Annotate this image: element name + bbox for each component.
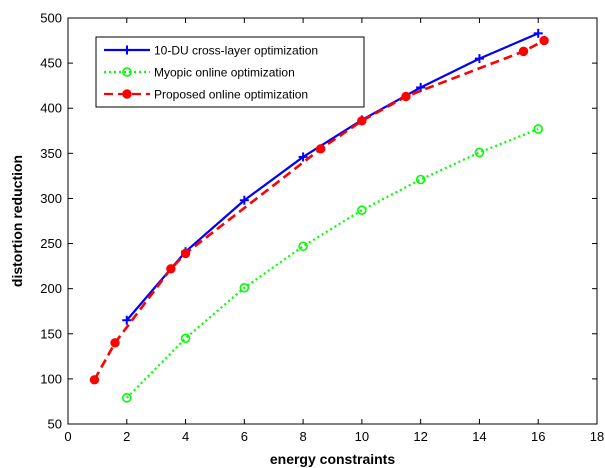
legend-marker: [122, 89, 132, 99]
series-line: [125, 32, 539, 321]
legend-marker: [122, 67, 132, 77]
data-point: [357, 116, 367, 126]
y-tick-label: 150: [40, 326, 62, 341]
x-tick-label: 12: [413, 429, 427, 444]
legend-entry: 10-DU cross-layer optimization: [104, 44, 318, 58]
data-point: [239, 195, 249, 205]
data-point: [539, 35, 549, 46]
x-tick-label: 4: [182, 429, 189, 444]
x-tick-label: 0: [64, 429, 71, 444]
legend-marker: [122, 45, 132, 55]
data-point: [298, 241, 308, 252]
data-point: [518, 46, 529, 57]
data-point: [357, 205, 367, 215]
y-tick-label: 100: [40, 371, 62, 386]
legend-label: Proposed online optimization: [154, 88, 308, 102]
data-point: [416, 82, 426, 92]
data-point: [316, 144, 326, 154]
legend-label: Myopic online optimization: [154, 66, 295, 80]
legend-entry: Myopic online optimization: [104, 66, 295, 80]
data-point: [166, 264, 176, 274]
x-tick-label: 18: [590, 429, 604, 444]
legend-entry: Proposed online optimization: [104, 88, 308, 102]
data-point: [122, 315, 132, 325]
series-group: [89, 28, 549, 403]
x-tick-label: 2: [123, 429, 130, 444]
data-point: [121, 393, 132, 403]
series-2: [121, 124, 544, 403]
y-tick-label: 350: [40, 146, 62, 161]
data-point: [180, 248, 191, 259]
y-tick-label: 450: [40, 56, 62, 71]
data-point: [533, 28, 543, 38]
y-axis-label: distortion reduction: [9, 155, 25, 287]
x-tick-label: 6: [241, 429, 248, 444]
data-point: [415, 174, 426, 185]
series-line: [125, 127, 539, 399]
data-point: [180, 333, 191, 344]
data-point: [89, 375, 100, 385]
x-tick-label: 14: [472, 429, 486, 444]
x-tick-label: 16: [531, 429, 545, 444]
y-tick-label: 500: [40, 11, 62, 26]
data-point: [474, 147, 485, 158]
y-tick-label: 300: [40, 191, 62, 206]
series-3: [89, 35, 549, 385]
y-tick-label: 250: [40, 236, 62, 251]
x-tick-label: 10: [355, 429, 369, 444]
y-tick-label: 200: [40, 281, 62, 296]
legend-label: 10-DU cross-layer optimization: [154, 44, 318, 58]
data-point: [110, 338, 120, 348]
data-point: [401, 91, 411, 102]
data-point: [533, 124, 544, 134]
legend: 10-DU cross-layer optimization Myopic onl…: [95, 36, 365, 108]
y-tick-label: 50: [48, 417, 62, 432]
x-tick-label: 8: [299, 429, 306, 444]
x-axis-label: energy constraints: [270, 451, 395, 467]
data-point: [474, 54, 484, 64]
data-point: [239, 282, 250, 293]
data-point: [298, 152, 308, 162]
y-tick-label: 400: [40, 101, 62, 116]
